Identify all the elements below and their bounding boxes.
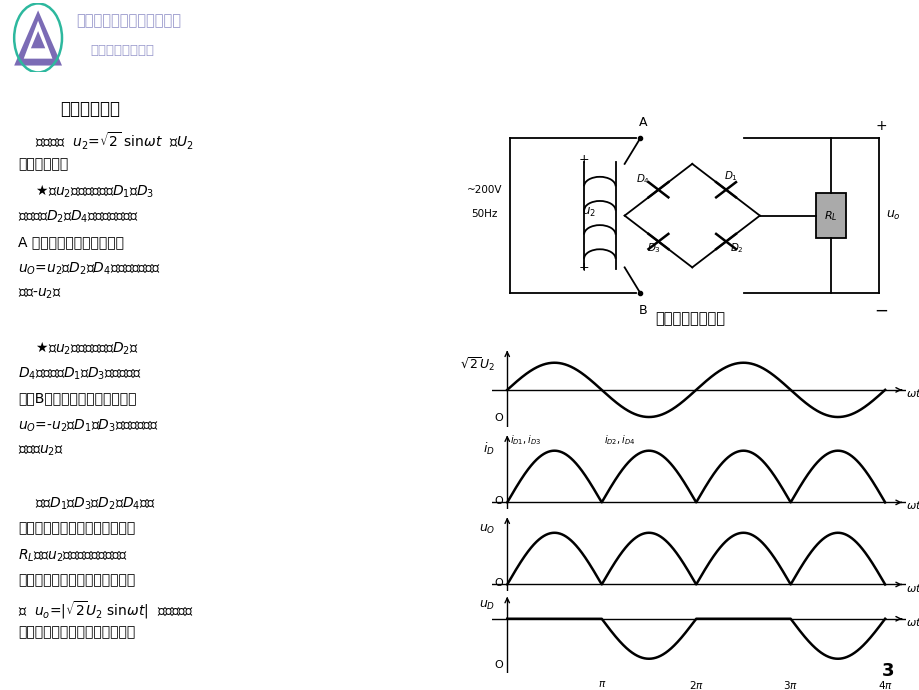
Text: $i_D$: $i_D$ bbox=[482, 441, 494, 457]
Text: −: − bbox=[874, 302, 888, 320]
Polygon shape bbox=[24, 21, 52, 59]
Text: $D_2$: $D_2$ bbox=[730, 241, 743, 255]
Polygon shape bbox=[14, 10, 62, 66]
Text: $\pi$: $\pi$ bbox=[596, 597, 606, 607]
Text: $2\pi$: $2\pi$ bbox=[688, 679, 703, 690]
Text: $u_o$: $u_o$ bbox=[885, 209, 900, 222]
Text: $R_L$: $R_L$ bbox=[823, 208, 836, 222]
Text: 示为其电压和电流的波形，实现: 示为其电压和电流的波形，实现 bbox=[18, 625, 135, 640]
Text: $\omega t$: $\omega t$ bbox=[905, 387, 919, 399]
Text: $i_{D2},i_{D4}$: $i_{D2},i_{D4}$ bbox=[604, 433, 635, 446]
Text: ★当$u_2$为负半周时，$D_2$和: ★当$u_2$为负半周时，$D_2$和 bbox=[18, 339, 139, 357]
Text: O: O bbox=[494, 495, 502, 506]
Text: 电工电子技术课件: 电工电子技术课件 bbox=[91, 44, 154, 57]
Text: 压为-$u_2$。: 压为-$u_2$。 bbox=[18, 287, 62, 302]
Text: $4\pi$: $4\pi$ bbox=[877, 597, 891, 609]
Text: +: + bbox=[875, 119, 887, 132]
Text: $\pi$: $\pi$ bbox=[596, 679, 606, 689]
Text: $2\pi$: $2\pi$ bbox=[688, 597, 703, 609]
Bar bbox=[815, 193, 845, 238]
Text: $4\pi$: $4\pi$ bbox=[877, 679, 891, 690]
Text: $D_4$: $D_4$ bbox=[635, 172, 649, 186]
Text: $\sqrt{2}U_2$: $\sqrt{2}U_2$ bbox=[460, 355, 494, 373]
Text: O: O bbox=[494, 413, 502, 424]
Text: 管导通，$D_2$和$D_4$管截止，电流由: 管导通，$D_2$和$D_4$管截止，电流由 bbox=[18, 209, 139, 226]
Text: $u_D$: $u_D$ bbox=[479, 600, 494, 613]
Text: +: + bbox=[578, 152, 589, 166]
Text: $3\pi$: $3\pi$ bbox=[782, 433, 798, 444]
Text: $\pi$: $\pi$ bbox=[596, 433, 606, 442]
Text: $i_{D1},i_{D3}$: $i_{D1},i_{D3}$ bbox=[509, 433, 540, 446]
Text: B: B bbox=[638, 304, 646, 317]
Text: $\omega t$: $\omega t$ bbox=[905, 582, 919, 593]
Text: 3: 3 bbox=[880, 662, 893, 680]
Text: $D_4$管导通，$D_1$和$D_3$管截止，电: $D_4$管导通，$D_1$和$D_3$管截止，电 bbox=[18, 365, 142, 382]
Text: 设变压器  $u_2$=$\sqrt{2}$ sin$\omega t$  ，$U_2$: 设变压器 $u_2$=$\sqrt{2}$ sin$\omega t$ ，$U_… bbox=[18, 131, 194, 152]
Text: $4\pi$: $4\pi$ bbox=[877, 433, 891, 444]
Text: A: A bbox=[638, 117, 646, 130]
Text: $u_O$: $u_O$ bbox=[478, 523, 494, 536]
Text: $4\pi$: $4\pi$ bbox=[877, 515, 891, 526]
Text: 流由B点流出，方向如图所示。: 流由B点流出，方向如图所示。 bbox=[18, 391, 137, 405]
Text: $D_3$: $D_3$ bbox=[646, 241, 660, 255]
Text: 二极管交替导通，致使负载电阻: 二极管交替导通，致使负载电阻 bbox=[18, 522, 135, 535]
Text: $\pi$: $\pi$ bbox=[596, 515, 606, 524]
Text: 压  $u_o$=|$\sqrt{2}$$U_2$ sin$\omega t$|  。如右图所: 压 $u_o$=|$\sqrt{2}$$U_2$ sin$\omega t$| … bbox=[18, 600, 195, 621]
Text: $\omega t$: $\omega t$ bbox=[905, 615, 919, 628]
Text: ~200V: ~200V bbox=[466, 185, 502, 195]
Text: ★当$u_2$为正半周时，$D_1$和$D_3$: ★当$u_2$为正半周时，$D_1$和$D_3$ bbox=[18, 183, 154, 200]
Text: 由于$D_1$、$D_3$和$D_2$、$D_4$两对: 由于$D_1$、$D_3$和$D_2$、$D_4$两对 bbox=[18, 495, 156, 512]
Text: 浙江广厦建设职业技术学院: 浙江广厦建设职业技术学院 bbox=[76, 13, 181, 28]
Text: $u_2$: $u_2$ bbox=[581, 206, 595, 219]
Text: $3\pi$: $3\pi$ bbox=[782, 679, 798, 690]
Text: +: + bbox=[578, 262, 589, 274]
Text: $D_1$: $D_1$ bbox=[723, 169, 737, 183]
Text: $3\pi$: $3\pi$ bbox=[782, 515, 798, 526]
Text: 50Hz: 50Hz bbox=[471, 209, 497, 219]
Text: 为其有效值。: 为其有效值。 bbox=[18, 157, 69, 171]
Text: O: O bbox=[494, 578, 502, 588]
Polygon shape bbox=[31, 31, 45, 48]
Text: $2\pi$: $2\pi$ bbox=[688, 515, 703, 526]
Text: $2\pi$: $2\pi$ bbox=[688, 433, 703, 444]
Text: $u_O$=-$u_2$，$D_1$和$D_3$管承受的反向: $u_O$=-$u_2$，$D_1$和$D_3$管承受的反向 bbox=[18, 417, 160, 433]
Text: $u_O$=$u_2$，$D_2$和$D_4$管承受的反向电: $u_O$=$u_2$，$D_2$和$D_4$管承受的反向电 bbox=[18, 261, 162, 277]
Text: 流通过，而且方向不变，输出电: 流通过，而且方向不变，输出电 bbox=[18, 573, 135, 587]
Text: 二、工作原理: 二、工作原理 bbox=[61, 100, 120, 118]
Text: $R_L$上在$u_2$的整个周期内都有电: $R_L$上在$u_2$的整个周期内都有电 bbox=[18, 547, 128, 564]
Text: 电压为$u_2$。: 电压为$u_2$。 bbox=[18, 443, 64, 457]
Text: $3\pi$: $3\pi$ bbox=[782, 597, 798, 609]
Text: $\omega t$: $\omega t$ bbox=[905, 500, 919, 511]
Text: A 点流出，方向如图所示。: A 点流出，方向如图所示。 bbox=[18, 235, 124, 249]
Text: O: O bbox=[494, 660, 502, 670]
Text: 单相桥式整流电路: 单相桥式整流电路 bbox=[654, 311, 724, 326]
